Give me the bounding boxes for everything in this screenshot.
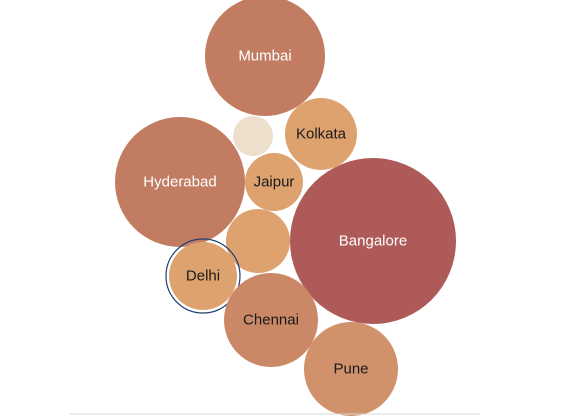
bubble-label-bangalore: Bangalore [339, 233, 407, 250]
bubble-delhi[interactable] [169, 242, 237, 310]
bubble-chennai[interactable] [224, 273, 318, 367]
bubble-unlabeled-1[interactable] [233, 116, 273, 156]
bubble-mumbai[interactable] [205, 0, 325, 116]
bubble-pune[interactable] [304, 322, 398, 416]
bubble-label-jaipur: Jaipur [254, 174, 295, 191]
bubble-label-kolkata: Kolkata [296, 126, 347, 143]
bubble-label-chennai: Chennai [243, 312, 299, 329]
bubble-label-hyderabad: Hyderabad [143, 174, 216, 191]
bubble-label-mumbai: Mumbai [238, 48, 291, 65]
bubble-kolkata[interactable] [285, 98, 357, 170]
bubble-jaipur[interactable] [245, 153, 303, 211]
selection-ring [165, 238, 241, 314]
bubble-label-delhi: Delhi [186, 268, 220, 285]
bubble-hyderabad[interactable] [115, 117, 245, 247]
bubble-label-pune: Pune [333, 361, 368, 378]
bubble-group: Mumbai Kolkata Hyderabad Jaipur Bangalore Del… [115, 0, 456, 416]
bubble-unlabeled-5[interactable] [226, 209, 290, 273]
bubble-bangalore[interactable] [290, 158, 456, 324]
